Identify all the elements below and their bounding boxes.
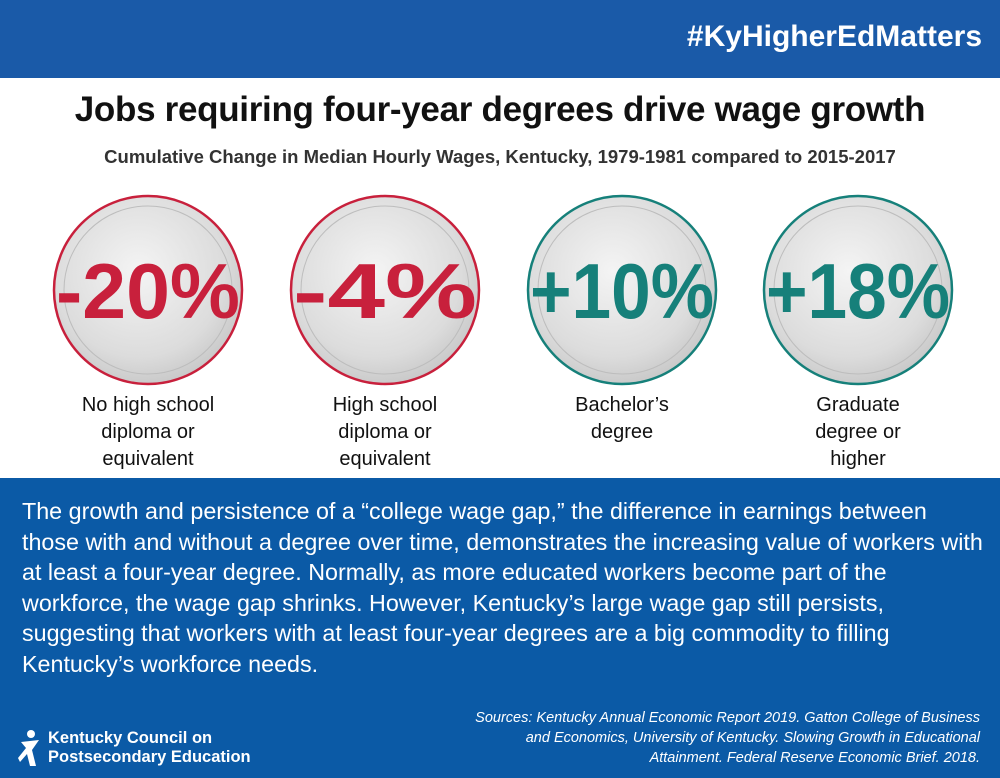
paragraph: The growth and persistence of a “college… <box>22 498 983 677</box>
header-bar: #KyHigherEdMatters <box>0 0 1000 78</box>
stat-label: degree or <box>815 421 901 443</box>
source-line: and Economics, University of Kentucky. S… <box>525 730 980 746</box>
stat-value: +18% <box>766 247 950 335</box>
coin-rim <box>63 205 233 375</box>
logo-line: Postsecondary Education <box>48 748 251 766</box>
stat-label: Bachelor’s <box>575 394 669 416</box>
coin <box>52 194 244 386</box>
coin-rim <box>300 205 470 375</box>
coin <box>289 194 481 386</box>
stat-label: degree <box>591 421 653 443</box>
source-line: Sources: Kentucky Annual Economic Report… <box>475 710 980 726</box>
stat-label: higher <box>830 448 886 470</box>
logo-icon <box>18 730 39 766</box>
logo-text: Kentucky Council on Postsecondary Educati… <box>48 729 251 767</box>
stat-value: -4% <box>293 247 477 335</box>
stat-value: -20% <box>56 247 240 335</box>
stat-label: diploma or <box>338 421 432 443</box>
stat-label: Graduate <box>816 394 899 416</box>
subtitle: Cumulative Change in Median Hourly Wages… <box>104 146 896 167</box>
stat-value: +10% <box>530 247 714 335</box>
sources: Sources: Kentucky Annual Economic Report… <box>475 708 980 768</box>
coin <box>526 194 718 386</box>
stat-label: diploma or <box>101 421 195 443</box>
title: Jobs requiring four-year degrees drive w… <box>74 90 926 129</box>
source-line: Attainment. Federal Reserve Economic Bri… <box>649 750 980 766</box>
stat-label: High school <box>333 394 438 416</box>
stat-label: No high school <box>82 394 214 416</box>
stat-label: equivalent <box>102 448 194 470</box>
info-panel: The growth and persistence of a “college… <box>0 478 1000 778</box>
stats: -20% No high school diploma or equivalent -4… <box>52 194 954 470</box>
stat-label: equivalent <box>339 448 431 470</box>
logo-line: Kentucky Council on <box>48 729 213 747</box>
coin <box>762 194 954 386</box>
hashtag: #KyHigherEdMatters <box>686 20 982 53</box>
coin-rim <box>773 205 943 375</box>
logo: Kentucky Council on Postsecondary Educati… <box>18 728 251 768</box>
coin-rim <box>537 205 707 375</box>
